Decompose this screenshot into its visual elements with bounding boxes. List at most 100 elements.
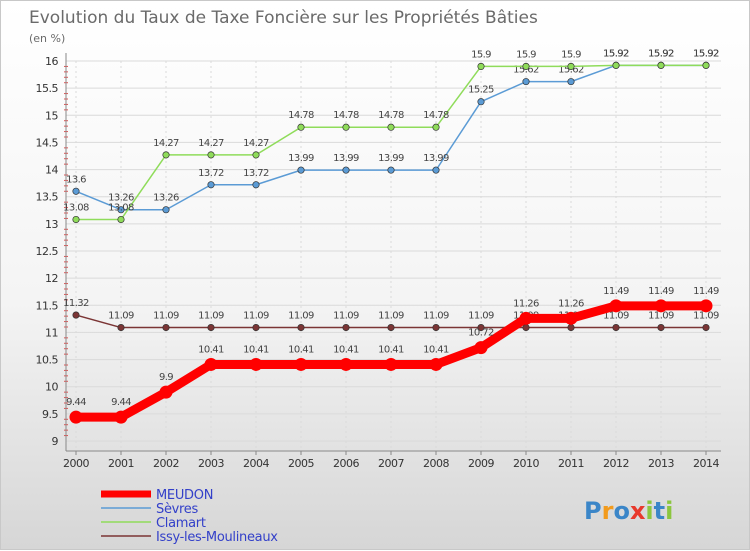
data-label: 9.44	[111, 397, 131, 408]
data-point	[69, 410, 83, 424]
y-tick-label: 15	[45, 109, 58, 122]
data-point	[657, 323, 665, 332]
y-tick-label: 9.5	[42, 408, 58, 421]
logo-letter: o	[613, 497, 630, 525]
series-layer: 11.32 11.09 11.09 11.09 11.09 11.09 11.09 11.09…	[63, 48, 720, 424]
data-label: 14.27	[153, 138, 179, 149]
data-point	[477, 62, 485, 70]
data-label: 10.41	[423, 344, 449, 355]
data-point	[207, 323, 215, 332]
y-tick-label: 15.5	[36, 82, 59, 95]
data-point	[702, 61, 710, 69]
data-label: 11.09	[153, 311, 179, 322]
x-tick-label: 2013	[648, 457, 674, 470]
data-point	[207, 151, 215, 159]
data-point	[117, 215, 125, 224]
data-label: 10.72	[468, 328, 494, 339]
data-point	[162, 206, 170, 214]
data-label: 11.09	[603, 311, 629, 322]
data-point	[117, 206, 125, 214]
data-label: 15.92	[693, 48, 719, 59]
data-point	[297, 123, 305, 131]
data-label: 11.09	[108, 311, 134, 322]
y-tick-label: 10.5	[36, 354, 59, 367]
data-point	[252, 151, 260, 159]
x-tick-label: 2005	[288, 457, 314, 470]
data-point	[564, 311, 578, 325]
data-label: 13.99	[378, 153, 404, 164]
data-point	[699, 299, 713, 313]
data-label: 11.26	[513, 298, 539, 309]
data-label: 15.92	[603, 48, 629, 59]
data-point	[297, 166, 305, 174]
data-point	[114, 410, 128, 424]
x-tick-label: 2006	[333, 457, 359, 470]
data-label: 11.09	[333, 311, 359, 322]
chart-title: Evolution du Taux de Taxe Foncière sur l…	[29, 8, 538, 28]
y-tick-label: 10	[45, 381, 58, 394]
data-point	[207, 181, 215, 189]
data-point	[387, 166, 395, 174]
data-label: 11.09	[693, 311, 719, 322]
data-label: 15.92	[603, 48, 629, 59]
data-point	[702, 323, 710, 332]
y-tick-label: 14	[45, 164, 58, 177]
y-tick-label: 16	[45, 55, 58, 68]
data-label: 13.99	[288, 153, 314, 164]
data-label: 15.62	[513, 65, 539, 76]
legend-label: Clamart	[156, 516, 206, 531]
x-tick-label: 2007	[378, 457, 404, 470]
data-label: 14.27	[243, 138, 269, 149]
data-point	[72, 215, 80, 224]
data-point	[72, 187, 80, 195]
data-point	[159, 385, 173, 399]
data-point	[342, 123, 350, 131]
data-point	[522, 323, 530, 332]
x-tick-label: 2014	[693, 457, 719, 470]
data-point	[522, 62, 530, 70]
data-point	[609, 299, 623, 313]
proxiti-logo: Proxiti	[584, 497, 673, 525]
x-tick-label: 2009	[468, 457, 494, 470]
data-point	[477, 323, 485, 332]
data-point	[162, 151, 170, 159]
x-tick-label: 2010	[513, 457, 539, 470]
series-s-vres: 13.6 13.26 13.26 13.72 13.72 13.99 13.99 13.99 1…	[66, 48, 720, 214]
data-label: 11.49	[603, 286, 629, 297]
data-label: 14.78	[378, 110, 404, 121]
data-label: 11.09	[423, 311, 449, 322]
data-label: 14.78	[333, 110, 359, 121]
y-tick-label: 13	[45, 218, 58, 231]
data-label: 14.78	[288, 110, 314, 121]
axes: 9 9.5 10 10.5 11 11.5 12 12.5 13 13.5 14 14.5 15 15.5…	[36, 53, 721, 470]
data-label: 10.41	[198, 344, 224, 355]
data-label: 9.44	[66, 397, 86, 408]
data-label: 15.92	[693, 48, 719, 59]
data-label: 15.9	[516, 49, 536, 60]
data-label: 13.72	[243, 168, 269, 179]
y-axis-unit: (en %)	[29, 32, 65, 45]
data-label: 11.09	[243, 311, 269, 322]
data-point	[339, 357, 353, 371]
data-point	[477, 98, 485, 106]
data-point	[567, 62, 575, 70]
data-label: 13.72	[198, 168, 224, 179]
data-label: 15.62	[558, 65, 584, 76]
logo-letter: i	[665, 497, 673, 525]
data-point	[342, 323, 350, 332]
logo-letter: r	[602, 497, 614, 525]
data-point	[429, 357, 443, 371]
series-meudon: 9.44 9.44 9.9 10.41 10.41 10.41 10.41 10.41 10.4…	[66, 286, 720, 424]
data-point	[252, 181, 260, 189]
data-point	[294, 357, 308, 371]
logo-letter: P	[584, 497, 602, 525]
data-point	[519, 311, 533, 325]
data-label: 15.92	[648, 48, 674, 59]
y-tick-label: 14.5	[36, 136, 59, 149]
x-tick-label: 2011	[558, 457, 584, 470]
legend-label: MEUDON	[156, 488, 213, 503]
data-point	[474, 341, 488, 355]
